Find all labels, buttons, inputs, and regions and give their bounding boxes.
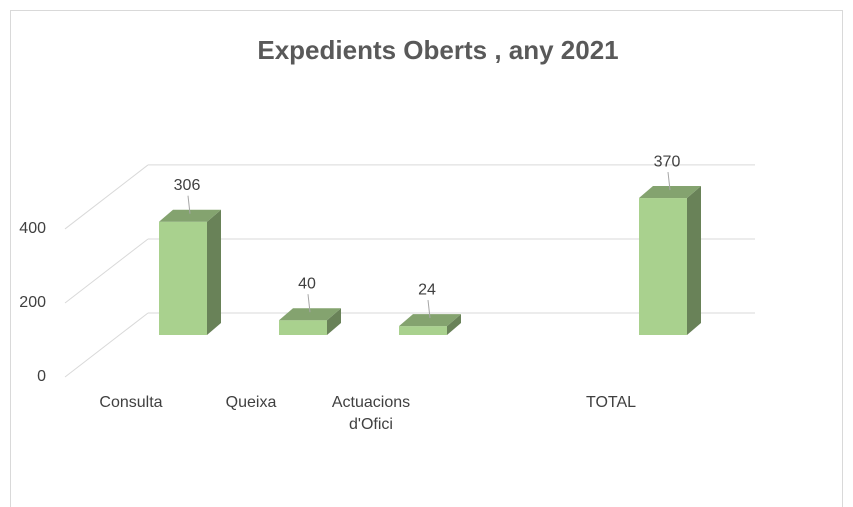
grid-line — [64, 238, 149, 304]
leader-line — [427, 300, 431, 319]
bar-side — [447, 314, 461, 335]
chart-title: Expedients Oberts , any 2021 — [257, 35, 618, 65]
bar — [279, 320, 327, 335]
bar-side — [327, 308, 341, 335]
bar — [399, 326, 447, 335]
bar-top — [399, 314, 461, 327]
bar-top — [639, 186, 701, 199]
x-tick-label: TOTAL — [585, 394, 637, 411]
x-tick-label: Actuacions d'Ofici — [331, 394, 411, 433]
y-tick-label: 0 — [37, 368, 46, 385]
grid-line — [64, 164, 149, 230]
bar — [639, 198, 687, 335]
x-tick-label: Queixa — [225, 394, 277, 411]
data-label: 306 — [174, 177, 201, 194]
bar-side — [687, 186, 701, 335]
bar-top — [159, 209, 221, 222]
data-label: 40 — [298, 275, 316, 292]
leader-line — [187, 195, 191, 214]
grid-line — [64, 312, 149, 378]
chart-border — [10, 10, 843, 507]
bar — [159, 221, 207, 335]
data-label: 24 — [418, 281, 436, 298]
data-label: 370 — [654, 153, 681, 170]
x-tick-label: Consulta — [99, 394, 163, 411]
leader-line — [667, 171, 671, 191]
y-tick-label: 400 — [19, 220, 46, 237]
leader-line — [307, 294, 311, 313]
bar-side — [207, 209, 221, 335]
bar-top — [279, 308, 341, 321]
y-tick-label: 200 — [19, 294, 46, 311]
